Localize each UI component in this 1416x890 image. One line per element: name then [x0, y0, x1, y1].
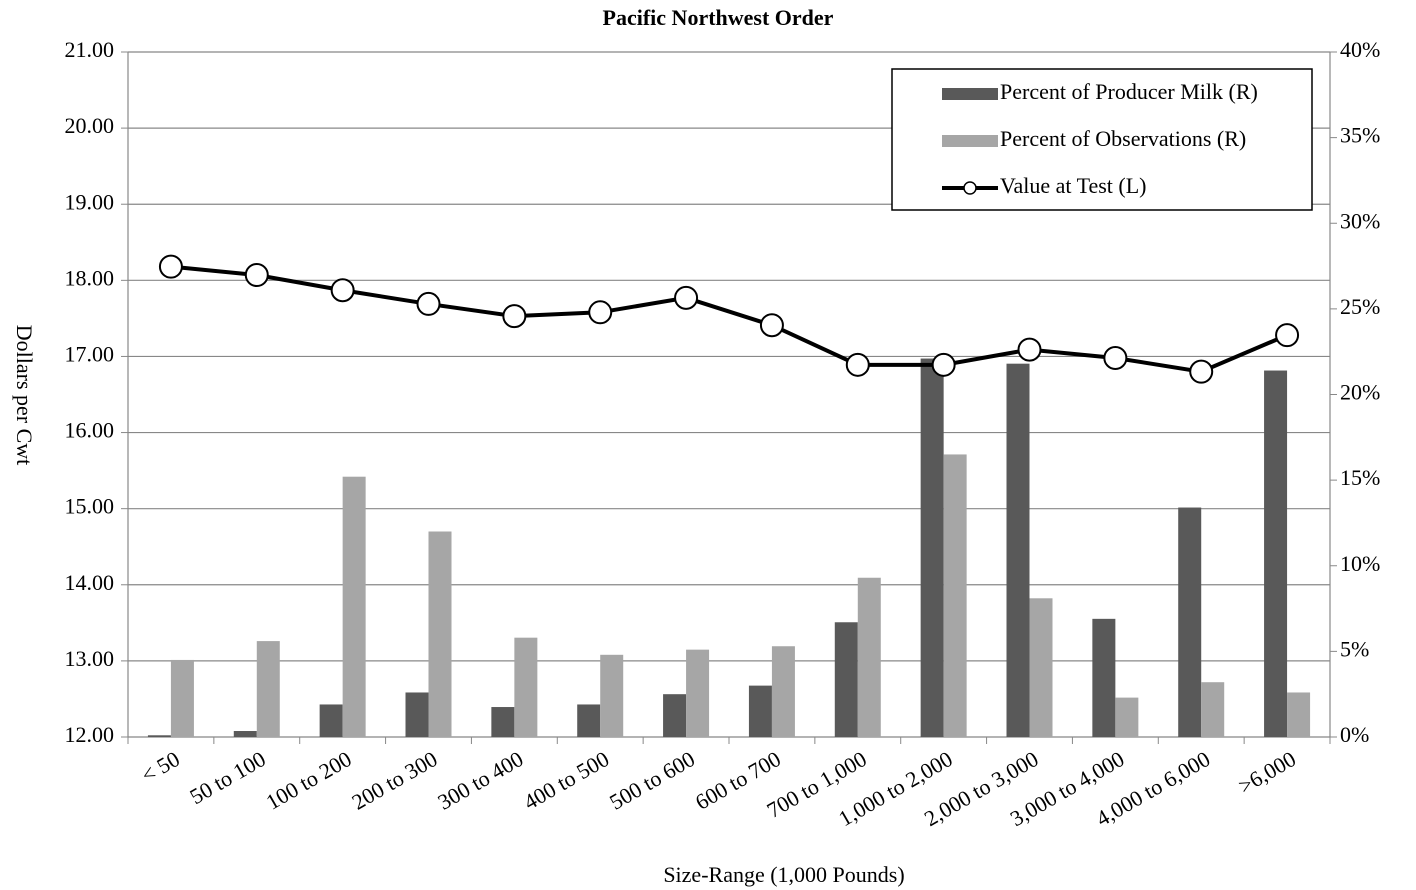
y-tick-label: 19.00 [65, 189, 115, 214]
bar [428, 531, 452, 737]
bar [170, 659, 194, 737]
y2-tick-label: 40% [1340, 37, 1380, 62]
y-axis-label: Dollars per Cwt [12, 325, 37, 466]
line-marker [588, 300, 613, 325]
legend-swatch [942, 88, 998, 100]
x-tick-label: 50 to 100 [185, 746, 269, 809]
y2-tick-label: 0% [1340, 722, 1369, 747]
bar [686, 649, 710, 737]
y-tick-label: 13.00 [65, 646, 115, 671]
bar [147, 735, 171, 737]
y2-tick-label: 35% [1340, 123, 1380, 148]
bar [514, 637, 538, 737]
y-tick-label: 12.00 [65, 722, 115, 747]
x-tick-label: >6,000 [1234, 746, 1300, 799]
line-marker [1275, 323, 1300, 348]
line-marker [845, 352, 870, 377]
line-marker [931, 352, 956, 377]
bar [405, 692, 429, 737]
line-marker [416, 291, 441, 316]
bar [771, 646, 795, 737]
line-marker [244, 263, 269, 288]
y2-tick-label: 10% [1340, 551, 1380, 576]
bar [1006, 363, 1030, 737]
line-marker [1103, 345, 1128, 370]
line-marker [158, 254, 183, 279]
legend-marker [963, 181, 977, 195]
bar [256, 641, 280, 737]
bar [577, 704, 601, 737]
x-tick-label: 200 to 300 [348, 746, 442, 815]
bar [834, 622, 858, 737]
x-tick-label: 500 to 600 [605, 746, 699, 815]
x-tick-label: 300 to 400 [433, 746, 527, 815]
bar [1115, 697, 1139, 737]
x-tick-label: < 50 [137, 746, 184, 788]
y2-tick-label: 30% [1340, 208, 1380, 233]
y-tick-label: 15.00 [65, 494, 115, 519]
line-marker [759, 313, 784, 338]
bar [1178, 507, 1202, 737]
bar [319, 704, 343, 737]
bar [920, 358, 944, 737]
y2-tick-label: 15% [1340, 465, 1380, 490]
x-tick-label: 400 to 500 [519, 746, 613, 815]
y-tick-label: 14.00 [65, 570, 115, 595]
legend-swatch [942, 135, 998, 147]
x-tick-label: 100 to 200 [262, 746, 356, 815]
y-tick-label: 16.00 [65, 418, 115, 443]
y-tick-label: 21.00 [65, 37, 115, 62]
line-marker [674, 285, 699, 310]
chart-title: Pacific Northwest Order [603, 5, 834, 30]
line [170, 264, 1288, 374]
x-axis-label: Size-Range (1,000 Pounds) [663, 862, 904, 887]
bar [943, 454, 967, 737]
y-tick-label: 18.00 [65, 265, 115, 290]
line-marker [1017, 337, 1042, 362]
line-marker [330, 278, 355, 303]
bar [600, 654, 624, 737]
bar [233, 731, 257, 737]
legend-label: Percent of Producer Milk (R) [1000, 79, 1258, 104]
line-marker [502, 304, 527, 329]
bar [857, 577, 881, 737]
bar [1287, 692, 1311, 737]
y2-tick-label: 5% [1340, 636, 1369, 661]
bar [342, 476, 366, 737]
bar [1264, 370, 1288, 737]
y-tick-label: 20.00 [65, 113, 115, 138]
y-tick-label: 17.00 [65, 341, 115, 366]
y2-tick-label: 20% [1340, 380, 1380, 405]
line-marker [1189, 359, 1214, 384]
bar [491, 707, 515, 737]
bar [748, 685, 772, 737]
bar [663, 694, 687, 737]
bar [1201, 682, 1225, 737]
y2-tick-label: 25% [1340, 294, 1380, 319]
legend-label: Value at Test (L) [1000, 173, 1147, 198]
bar [1029, 598, 1053, 737]
legend-label: Percent of Observations (R) [1000, 126, 1246, 151]
bar [1092, 618, 1116, 737]
